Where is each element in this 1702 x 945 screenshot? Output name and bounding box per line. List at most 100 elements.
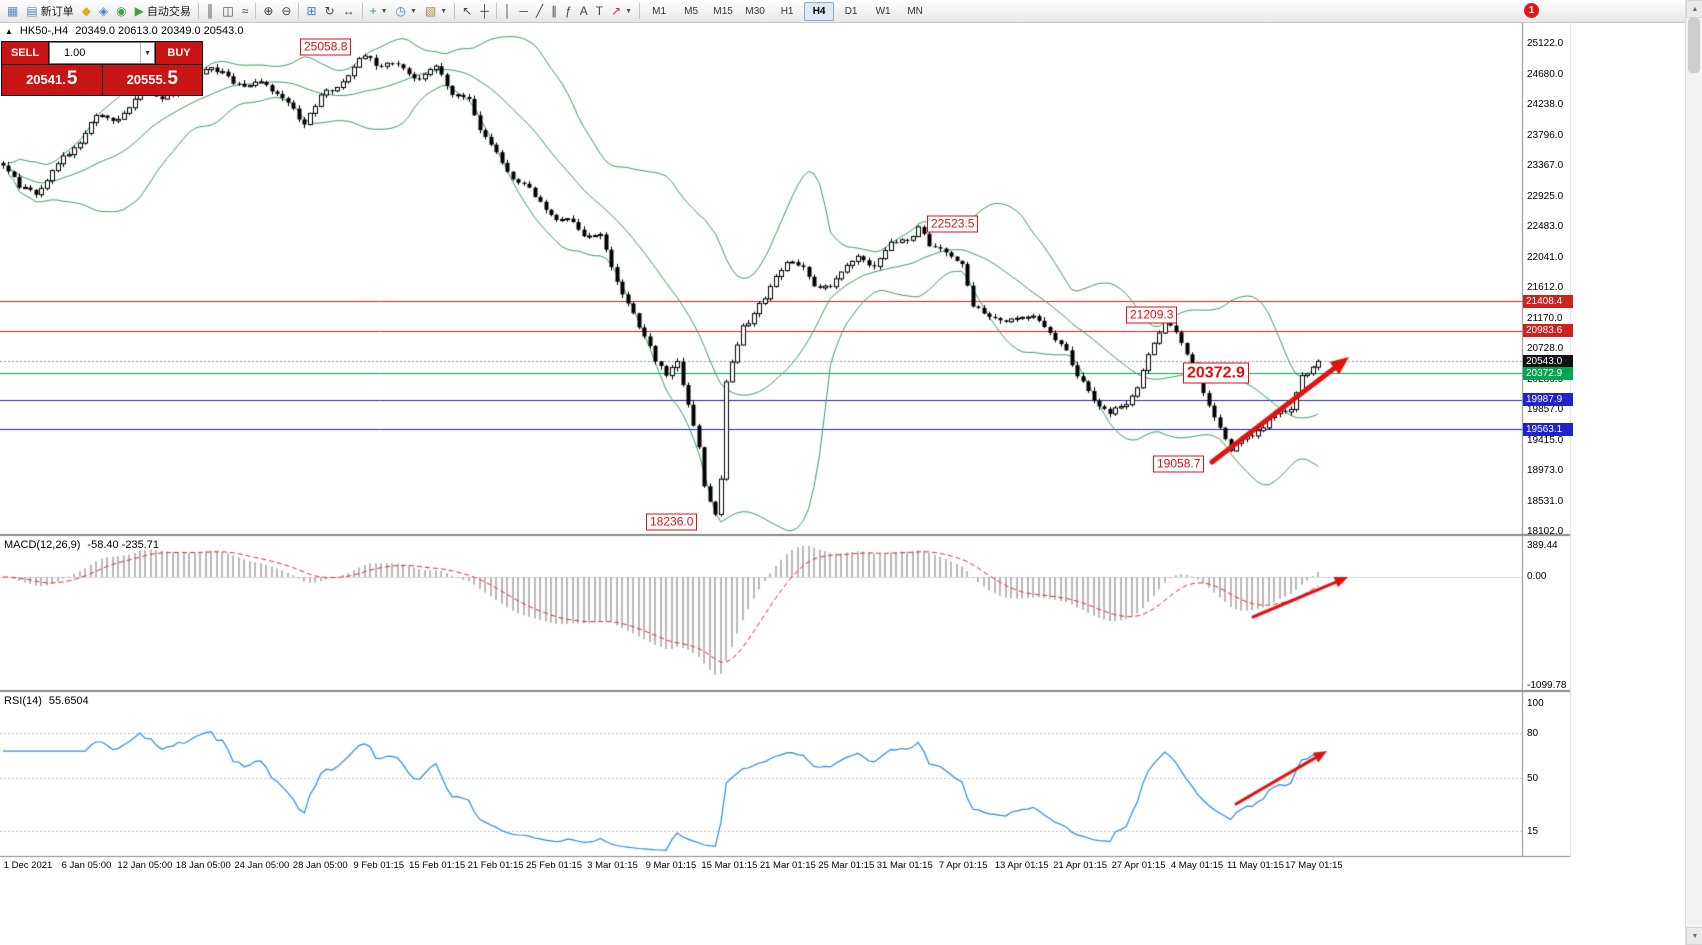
vertical-scrollbar[interactable]: ▲ ▼ bbox=[1685, 0, 1702, 945]
new-chart-icon: ▦ bbox=[7, 4, 19, 18]
chart-shift-icon: ↔ bbox=[342, 4, 355, 18]
timeframe-mn-button[interactable]: MN bbox=[907, 5, 923, 17]
toolbar-separator bbox=[255, 3, 257, 19]
buy-button[interactable]: BUY bbox=[156, 42, 202, 64]
toolbar-separator bbox=[495, 3, 497, 19]
line-chart-mode-icon: ≈ bbox=[241, 4, 249, 18]
collapse-panel-arrow-icon[interactable]: ▲ bbox=[5, 26, 13, 36]
arrow-objects-button[interactable]: ↗ ▼ bbox=[607, 0, 636, 22]
templates-dropdown-icon[interactable]: ▼ bbox=[440, 7, 448, 15]
timeframe-d1-button[interactable]: D1 bbox=[844, 5, 858, 17]
zoom-out-button[interactable]: ⊖ bbox=[277, 0, 295, 22]
toolbar-separator bbox=[361, 3, 363, 19]
trendline-button[interactable]: ╱ bbox=[532, 0, 547, 22]
timeframe-w1-button[interactable]: W1 bbox=[875, 5, 891, 17]
text-label-button[interactable]: T bbox=[592, 0, 607, 22]
toolbar-separator bbox=[197, 3, 199, 19]
market-watch-button[interactable]: ◆ bbox=[78, 0, 95, 22]
data-window-icon: ◈ bbox=[98, 4, 109, 18]
timeframe-m1-button[interactable]: M1 bbox=[652, 5, 667, 17]
fibonacci-retracement-icon: ƒ bbox=[565, 4, 572, 18]
candlestick-mode-icon: ◫ bbox=[222, 4, 234, 18]
sell-button[interactable]: SELL bbox=[2, 42, 48, 64]
timeframe-h1-button[interactable]: H1 bbox=[780, 5, 794, 17]
one-click-trading-panel: SELL 1.00 ▼ BUY 20541. 5 20555. 5 bbox=[1, 41, 203, 96]
volume-dropdown-icon[interactable]: ▼ bbox=[140, 43, 154, 63]
autotrading-button[interactable]: ▶ 自动交易 bbox=[131, 0, 195, 22]
zoom-out-icon: ⊖ bbox=[281, 4, 292, 18]
bar-chart-mode-icon: ║ bbox=[205, 4, 215, 18]
new-order-icon: ▤ bbox=[26, 4, 38, 18]
trade-panel-prices: 20541. 5 20555. 5 bbox=[2, 65, 202, 95]
scrollbar-down-arrow[interactable]: ▼ bbox=[1686, 927, 1702, 945]
macd-values: -58.40 -235.71 bbox=[87, 539, 159, 551]
volume-value: 1.00 bbox=[64, 47, 86, 59]
arrow-objects-icon: ↗ bbox=[611, 4, 622, 18]
notification-badge[interactable]: 1 bbox=[1524, 3, 1539, 18]
indicators-dropdown-icon[interactable]: ▼ bbox=[380, 7, 388, 15]
zoom-in-button[interactable]: ⊕ bbox=[259, 0, 277, 22]
navigator-icon: ◉ bbox=[116, 4, 127, 18]
arrow-objects-dropdown-icon[interactable]: ▼ bbox=[625, 7, 633, 15]
cursor-icon: ↖ bbox=[462, 4, 473, 18]
scrollbar-thumb[interactable] bbox=[1688, 18, 1700, 73]
chart-ohlc-header: ▲ HK50-,H4 20349.0 20613.0 20349.0 20543… bbox=[5, 25, 243, 37]
tile-windows-button[interactable]: ⊞ bbox=[302, 0, 320, 22]
auto-scroll-button[interactable]: ↻ bbox=[321, 0, 339, 22]
templates-button[interactable]: ▧ ▼ bbox=[421, 0, 451, 22]
navigator-button[interactable]: ◉ bbox=[112, 0, 130, 22]
autotrading-label: 自动交易 bbox=[146, 6, 191, 18]
candlestick-mode-button[interactable]: ◫ bbox=[218, 0, 237, 22]
templates-icon: ▧ bbox=[424, 4, 437, 18]
rsi-indicator-label: RSI(14) 55.6504 bbox=[4, 695, 89, 707]
indicators-icon: + bbox=[369, 4, 377, 18]
line-chart-mode-button[interactable]: ≈ bbox=[238, 0, 253, 22]
equidistant-channel-icon: ∥ bbox=[551, 4, 558, 18]
crosshair-icon: ┼ bbox=[480, 4, 489, 18]
tile-windows-icon: ⊞ bbox=[306, 4, 317, 18]
macd-indicator-label: MACD(12,26,9) -58.40 -235.71 bbox=[4, 539, 159, 551]
sell-price[interactable]: 20541. 5 bbox=[2, 65, 102, 95]
cursor-button[interactable]: ↖ bbox=[458, 0, 476, 22]
crosshair-button[interactable]: ┼ bbox=[476, 0, 493, 22]
indicators-button[interactable]: + ▼ bbox=[366, 0, 392, 22]
timeframe-h4-button[interactable]: H4 bbox=[804, 1, 835, 21]
market-watch-icon: ◆ bbox=[81, 4, 91, 18]
buy-price-pips: 5 bbox=[167, 68, 178, 89]
timeframe-m15-button[interactable]: M15 bbox=[713, 5, 733, 17]
text-button[interactable]: A bbox=[576, 0, 592, 22]
fibonacci-retracement-button[interactable]: ƒ bbox=[561, 0, 576, 22]
timeframe-m5-button[interactable]: M5 bbox=[684, 5, 699, 17]
periods-icon: ◷ bbox=[395, 4, 407, 18]
new-order-label: 新订单 bbox=[40, 6, 74, 18]
buy-price-main: 20555. bbox=[126, 72, 167, 87]
sell-price-main: 20541. bbox=[26, 72, 66, 87]
periods-button[interactable]: ◷ ▼ bbox=[392, 0, 421, 22]
bar-chart-mode-button[interactable]: ║ bbox=[202, 0, 219, 22]
timeframe-m30-button[interactable]: M30 bbox=[745, 5, 765, 17]
symbol-period-label: HK50-,H4 bbox=[19, 25, 69, 37]
volume-input[interactable]: 1.00 ▼ bbox=[49, 42, 155, 64]
scrollbar-up-arrow[interactable]: ▲ bbox=[1686, 0, 1702, 18]
toolbar-separator bbox=[298, 3, 300, 19]
toolbar-separator bbox=[454, 3, 456, 19]
vertical-line-button[interactable]: │ bbox=[500, 0, 516, 22]
buy-price[interactable]: 20555. 5 bbox=[102, 65, 202, 95]
data-window-button[interactable]: ◈ bbox=[95, 0, 112, 22]
horizontal-line-button[interactable]: ─ bbox=[515, 0, 532, 22]
chart-shift-button[interactable]: ↔ bbox=[339, 0, 359, 22]
equidistant-channel-button[interactable]: ∥ bbox=[547, 0, 561, 22]
rsi-name: RSI(14) bbox=[4, 695, 42, 707]
text-icon: A bbox=[579, 4, 588, 18]
text-label-icon: T bbox=[595, 4, 604, 18]
periods-dropdown-icon[interactable]: ▼ bbox=[410, 7, 417, 15]
new-chart-button[interactable]: ▦ bbox=[3, 0, 22, 22]
new-order-button[interactable]: ▤ 新订单 bbox=[22, 0, 77, 22]
autotrading-icon: ▶ bbox=[134, 4, 144, 18]
main-toolbar: ▦ ▤ 新订单 ◆ ◈ ◉ ▶ 自动交易 ║ ◫ ≈ ⊕ ⊖ ⊞ ↻ ↔ + ▼ ◷ ▼ ▧ ▼ ↖ ┼ │ ─ ╱ ∥ ƒ A T ↗ ▼ M1… bbox=[0, 0, 1690, 23]
zoom-in-icon: ⊕ bbox=[263, 4, 274, 18]
horizontal-line-icon: ─ bbox=[519, 4, 528, 18]
ohlc-values: 20349.0 20613.0 20349.0 20543.0 bbox=[75, 25, 244, 37]
